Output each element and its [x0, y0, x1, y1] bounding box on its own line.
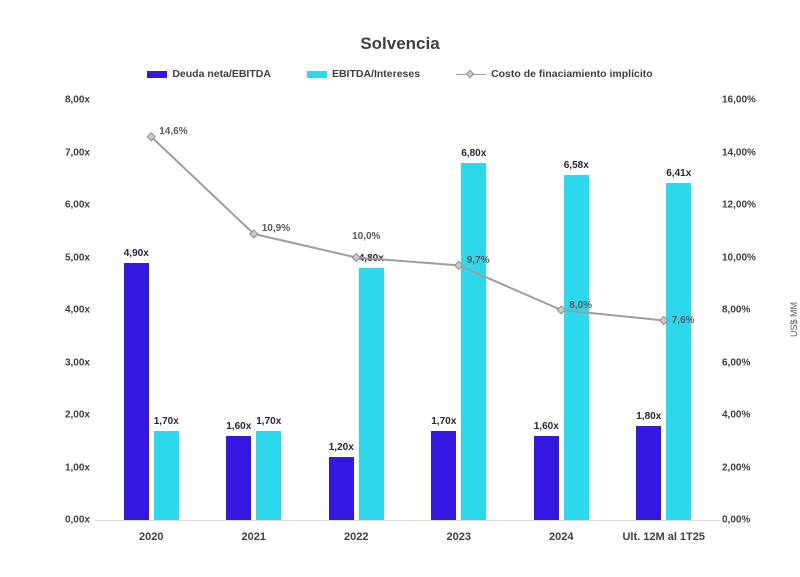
y-axis-tick-right: 8,00%	[722, 304, 751, 316]
bar-value-label: 1,60x	[226, 421, 252, 432]
y-axis-tick-left: 2,00x	[64, 409, 90, 421]
x-axis-label: 2024	[549, 531, 574, 543]
y-axis-tick-right: 16,00%	[722, 94, 756, 106]
y-axis-tick-right: 14,00%	[722, 147, 756, 158]
bar-value-label: 6,58x	[563, 159, 589, 171]
bar-value-label: 1,60x	[533, 421, 559, 432]
y-axis-tick-left: 8,00x	[64, 94, 90, 106]
x-axis-label: 2020	[139, 531, 164, 543]
y-axis-tick-right: 4,00%	[722, 409, 751, 421]
line-marker-icon	[146, 132, 156, 142]
bar-value-label: 1,70x	[153, 415, 179, 427]
y-axis-tick-right: 10,00%	[722, 252, 756, 263]
bar-value-label: 1,80x	[636, 410, 662, 422]
line-value-label: 14,6%	[159, 125, 188, 137]
bar-ebitda-intereses-5	[666, 183, 692, 520]
y-axis-tick-left: 3,00x	[64, 357, 90, 368]
y-axis-tick-right: 0,00%	[722, 514, 751, 526]
x-axis-baseline	[95, 520, 720, 521]
bar-value-label: 4,80x	[358, 253, 384, 264]
bar-deuda-neta-4	[533, 436, 559, 520]
bar-ebitda-intereses-0	[153, 430, 179, 520]
x-axis-label: 2023	[446, 531, 471, 543]
legend-item-costo-financiamiento: Costo de finaciamiento implícito	[456, 68, 653, 80]
legend-item-deuda-neta: Deuda neta/EBITDA	[147, 68, 271, 80]
chart-legend: Deuda neta/EBITDA EBITDA/Intereses Costo…	[0, 68, 800, 80]
y-axis-tick-left: 7,00x	[64, 147, 90, 158]
bar-value-label: 6,41x	[666, 168, 692, 180]
bar-value-label: 6,80x	[461, 148, 487, 159]
bar-value-label: 1,70x	[256, 415, 282, 427]
y-axis-tick-right: 12,00%	[722, 199, 756, 211]
bar-ebitda-intereses-4	[563, 174, 589, 520]
bar-ebitda-intereses-1	[256, 430, 282, 520]
line-marker-swatch-icon	[456, 69, 487, 79]
y-axis-tick-left: 0,00x	[64, 514, 90, 526]
ebitda-intereses-swatch-icon	[306, 70, 327, 78]
chart-title: Solvencia	[360, 34, 440, 53]
bar-value-label: 4,90x	[123, 247, 149, 259]
line-value-label: 9,7%	[466, 255, 490, 267]
right-axis-title: US$ MM	[789, 301, 799, 337]
bar-deuda-neta-1	[226, 436, 252, 520]
y-axis-tick-right: 6,00%	[722, 357, 751, 368]
bar-ebitda-intereses-2	[358, 268, 384, 520]
line-value-label: 8,0%	[569, 300, 593, 311]
legend-label-costo-financiamiento: Costo de finaciamiento implícito	[491, 68, 653, 80]
bar-deuda-neta-3	[431, 430, 457, 520]
line-marker-icon	[249, 229, 259, 239]
bar-ebitda-intereses-3	[461, 163, 487, 520]
x-axis-label: Ult. 12M al 1T25	[622, 531, 706, 543]
y-axis-tick-left: 5,00x	[64, 252, 90, 263]
bar-value-label: 1,70x	[431, 415, 457, 427]
y-axis-tick-right: 2,00%	[722, 462, 751, 473]
y-axis-tick-left: 4,00x	[64, 304, 90, 316]
bar-deuda-neta-5	[636, 425, 662, 520]
legend-label-deuda-neta: Deuda neta/EBITDA	[172, 68, 271, 80]
y-axis-tick-left: 1,00x	[64, 462, 90, 473]
bar-deuda-neta-0	[123, 262, 149, 520]
x-axis-label: 2021	[241, 531, 266, 543]
x-axis-label: 2022	[344, 531, 369, 543]
line-value-label: 10,0%	[352, 230, 381, 242]
line-value-label: 7,6%	[671, 314, 695, 326]
y-axis-tick-left: 6,00x	[64, 199, 90, 211]
bar-value-label: 1,20x	[328, 442, 354, 453]
bar-deuda-neta-2	[328, 457, 354, 520]
legend-label-ebitda-intereses: EBITDA/Intereses	[331, 68, 421, 80]
deuda-neta-swatch-icon	[147, 70, 168, 78]
line-value-label: 10,9%	[261, 222, 291, 234]
legend-item-ebitda-intereses: EBITDA/Intereses	[306, 68, 421, 80]
